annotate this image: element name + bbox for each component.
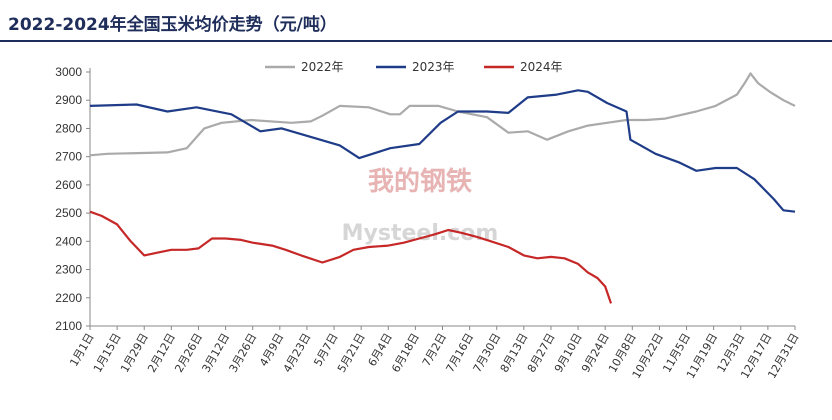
series-line — [89, 72, 796, 157]
watermark: 我的钢铁 Mysteel.com — [342, 166, 499, 246]
legend-label: 2024年 — [520, 60, 563, 74]
y-tick-label: 2700 — [55, 150, 82, 164]
x-tick-label: 1月1日 — [67, 331, 96, 369]
title-underline — [0, 40, 832, 42]
watermark-cn: 我的钢铁 — [368, 166, 472, 197]
y-tick-label: 3000 — [55, 65, 82, 79]
y-tick-label: 2100 — [55, 319, 82, 333]
series-line — [89, 89, 796, 213]
legend-label: 2022年 — [301, 60, 344, 74]
series-group — [89, 72, 796, 157]
y-tick-label: 2200 — [55, 291, 82, 305]
x-tick-label: 6月4日 — [366, 331, 395, 369]
y-tick-label: 2300 — [55, 263, 82, 277]
series-line — [89, 210, 613, 304]
x-tick-label: 4月9日 — [257, 331, 286, 369]
y-tick-label: 2400 — [55, 234, 82, 248]
chart-title: 2022-2024年全国玉米均价走势（元/吨） — [8, 15, 337, 35]
y-tick-label: 2800 — [55, 121, 82, 135]
watermark-en: Mysteel.com — [342, 221, 499, 246]
legend-label: 2023年 — [412, 60, 455, 74]
y-tick-label: 2500 — [55, 206, 82, 220]
x-tick-label: 7月2日 — [420, 331, 449, 369]
y-tick-label: 2900 — [55, 93, 82, 107]
series-group — [89, 89, 796, 213]
series-layer — [89, 72, 796, 304]
legend: 2022年 2023年 2024年 — [265, 60, 563, 74]
y-tick-label: 2600 — [55, 178, 82, 192]
x-tick-label: 5月7日 — [311, 331, 340, 369]
series-group — [89, 210, 613, 304]
